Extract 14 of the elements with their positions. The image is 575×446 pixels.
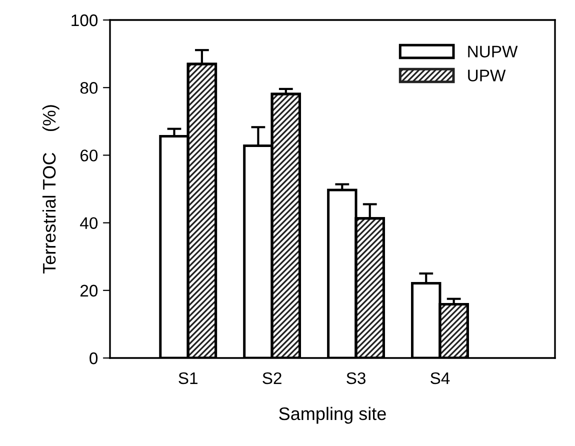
y-tick-label: 40 xyxy=(80,217,98,230)
y-axis-title: Terrestrial TOC (%) xyxy=(42,105,60,274)
x-tick-label: S4 xyxy=(430,372,450,384)
y-tick-label: 20 xyxy=(80,284,98,297)
x-tick-label: S3 xyxy=(346,372,366,384)
legend-label: NUPW xyxy=(468,46,518,58)
x-tick-label: S1 xyxy=(178,372,198,384)
legend-label: UPW xyxy=(468,70,506,82)
y-tick-label: 100 xyxy=(72,14,98,26)
x-axis-title: Sampling site xyxy=(279,406,386,424)
y-tick-label: 80 xyxy=(80,82,98,94)
x-tick-label: S2 xyxy=(262,372,282,384)
y-tick-label: 60 xyxy=(80,150,98,162)
y-tick-label: 0 xyxy=(90,352,98,364)
